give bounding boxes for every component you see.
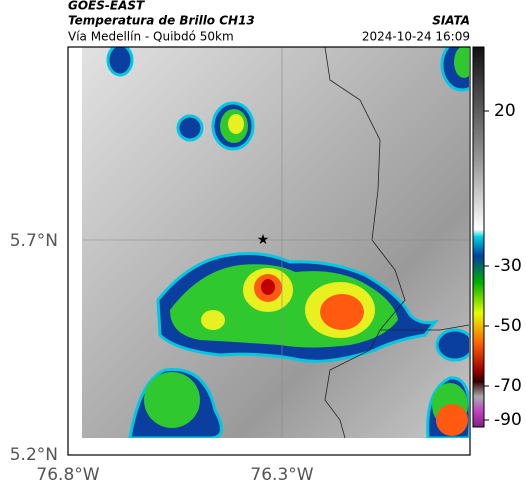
lat-label: 5.7°N [10,231,58,251]
border [324,47,406,438]
lon-label: 76.3°W [250,465,313,485]
satellite-image [82,47,469,438]
colorbar-tick-label: 20 [494,101,516,121]
source: GOES-EAST [68,0,145,13]
map-frame [67,46,471,456]
border [380,324,469,331]
cloud-core [261,279,275,295]
colorbar-tick-label: -70 [494,376,522,396]
lon-label: 76.8°W [36,465,99,485]
lat-label: 5.2°N [10,445,58,465]
cloud-red [254,274,468,436]
colorbar-tick-label: -50 [494,316,522,336]
title: Temperatura de Brillo CH13 [68,14,255,28]
axis-labels: 5.7°N 5.2°N 76.8°W 76.3°W [10,231,314,485]
subtitle: Vía Medellín - Quibdó 50km [68,30,234,44]
colorbar-tick-label: -30 [494,256,522,276]
header: GOES-EAST Temperatura de Brillo CH13 Vía… [68,0,470,44]
city-marker: ★ [257,232,270,248]
colorbar-ticks: 20 -30 -50 -70 -90 [484,101,522,430]
timestamp: 2024-10-24 16:09 [362,30,470,44]
colorbar [472,46,485,428]
colorbar-tick-label: -90 [494,410,522,430]
brand: SIATA [432,14,470,28]
